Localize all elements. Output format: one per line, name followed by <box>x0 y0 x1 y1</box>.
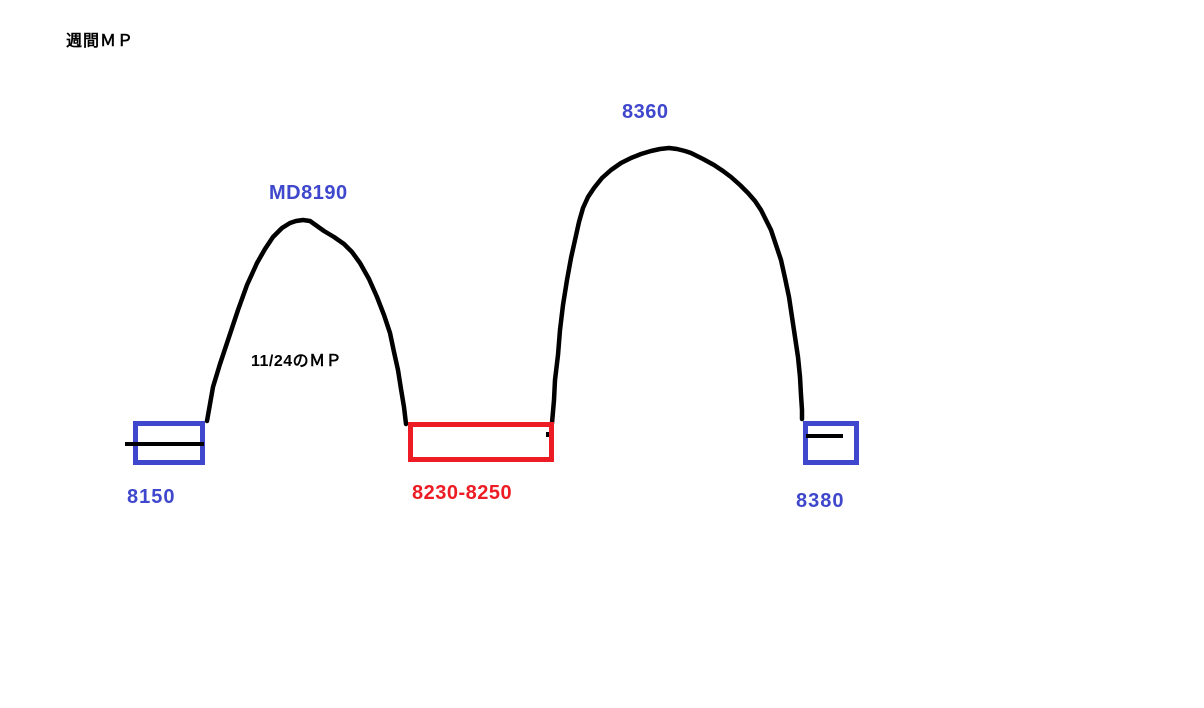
peak2-label: 8360 <box>622 101 669 123</box>
right-price-box <box>803 421 859 465</box>
left-box-label: 8150 <box>127 486 176 508</box>
page-title: 週間ＭＰ <box>66 33 135 50</box>
stray-pen-mark <box>546 432 549 437</box>
right-arch-curve <box>549 145 805 426</box>
right-box-label: 8380 <box>796 490 845 512</box>
center-box-label: 8230-8250 <box>412 482 513 504</box>
session-mp-label: 11/24のＭＰ <box>251 353 343 370</box>
peak1-label: MD8190 <box>269 182 348 204</box>
left-arch-curve <box>204 217 409 427</box>
center-price-box <box>408 422 554 462</box>
